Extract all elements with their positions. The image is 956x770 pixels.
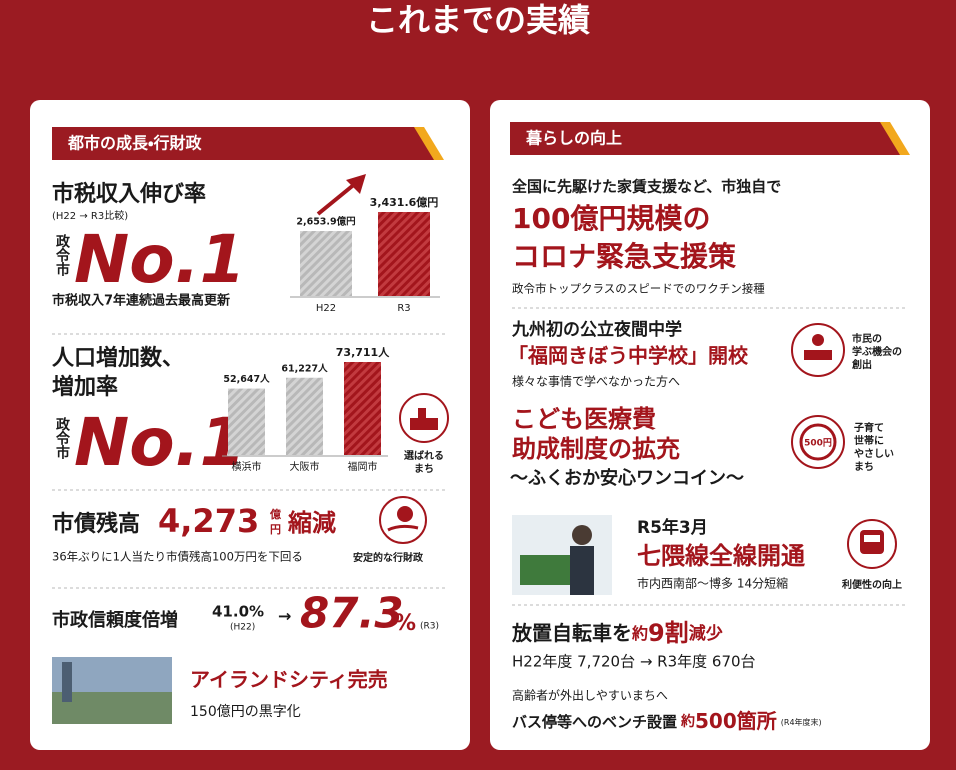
icon-hand — [387, 524, 419, 532]
value-label: 73,711人 — [336, 346, 390, 359]
bench-text: バス停等へのベンチ設置 — [512, 713, 677, 731]
badge-text: まち — [414, 463, 434, 475]
badge-text: 創出 — [851, 358, 872, 371]
lead: 高齢者が外出しやすいまちへ — [512, 688, 668, 703]
date: R5年3月 — [637, 517, 708, 538]
section-heading: 暮らしの向上 — [525, 129, 622, 148]
approx: 約 — [680, 713, 695, 730]
item-note: 市税収入7年連続過去最高更新 — [52, 293, 230, 309]
page-title: これまでの実績 — [366, 1, 590, 39]
headline: 「福岡きぼう中学校」開校 — [508, 344, 749, 368]
detail: H22年度 7,720台 → R3年度 670台 — [512, 653, 756, 671]
badge-text: 市民の — [852, 332, 882, 345]
headline: 100億円規模の — [512, 202, 710, 235]
badge-text: 選ばれる — [404, 449, 444, 462]
photo-person — [572, 525, 592, 545]
rank: No.1 — [74, 404, 246, 481]
lead: 全国に先駆けた家賃支援など、市独自で — [512, 178, 781, 196]
item-label: 市政信頼度倍増 — [52, 609, 178, 631]
category-label: 福岡市 — [348, 460, 378, 473]
change: 減少 — [689, 623, 723, 644]
note: 政令市トップクラスのスピードでのワクチン接種 — [512, 282, 765, 296]
category-label: 横浜市 — [232, 460, 262, 473]
note: (R4年度末) — [781, 717, 822, 727]
growth-arrow — [316, 181, 358, 216]
value-label: 61,227人 — [281, 363, 328, 374]
icon-book — [804, 350, 832, 360]
item-title: 人口増加数、 — [51, 345, 184, 371]
bar — [300, 231, 352, 296]
icon-coin — [397, 506, 413, 522]
badge-text: 子育て — [854, 421, 884, 434]
badge-text: 世帯に — [854, 434, 884, 447]
banner — [52, 127, 434, 160]
bar — [228, 388, 265, 455]
amount-unit: 円 — [270, 523, 281, 536]
badge-text: 利便性の向上 — [842, 578, 902, 591]
item-note: 36年ぶりに1人当たり市債残高100万円を下回る — [52, 550, 303, 564]
headline: バス停等へのベンチ設置 約500箇所 (R4年度末) — [512, 709, 822, 733]
note: 様々な事情で学べなかった方へ — [512, 374, 680, 389]
lead: 放置自転車を — [511, 621, 632, 645]
icon-person — [812, 334, 824, 346]
icon-city — [418, 408, 426, 420]
before-year: (H22) — [230, 623, 255, 633]
tax-chart: 2,653.9億円 H22 3,431.6億円 R3 — [296, 195, 438, 314]
bar — [286, 377, 323, 455]
headline: コロナ緊急支援策 — [512, 240, 736, 273]
headline: 放置自転車を約9割減少 — [511, 619, 723, 647]
after-unit: % — [394, 611, 416, 636]
headline: こども医療費 — [512, 405, 656, 433]
rank-prefix: 政令市 — [54, 233, 71, 277]
item-title: 市税収入伸び率 — [52, 181, 206, 207]
approx: 約 — [631, 624, 648, 643]
value-label: 2,653.9億円 — [296, 216, 355, 228]
category-label: R3 — [397, 303, 410, 314]
amount: 500箇所 — [695, 709, 777, 733]
item-label: 市債残高 — [52, 511, 140, 537]
category-label: H22 — [316, 303, 336, 314]
category-label: 大阪市 — [290, 460, 320, 473]
value-label: 52,647人 — [223, 374, 270, 385]
growth-arrow-head — [346, 174, 366, 194]
arrow: → — [278, 607, 291, 626]
section-heading: 都市の成長・行財政 — [67, 134, 202, 153]
before-value: 41.0% — [212, 603, 264, 621]
icon-train-window — [864, 535, 880, 542]
subline: ～ふくおか安心ワンコイン～ — [510, 467, 744, 489]
change: 縮減 — [288, 509, 336, 537]
amount: 9割 — [648, 619, 689, 647]
rank-prefix: 政令市 — [54, 416, 71, 460]
amount: 4,273 — [158, 502, 259, 540]
badge-text: まち — [854, 461, 874, 473]
note: 市内西南部～博多 14分短縮 — [637, 576, 788, 591]
item-title: アイランドシティ完売 — [190, 668, 388, 692]
headline: 助成制度の拡充 — [512, 435, 680, 463]
badge-text: 安定的な行財政 — [353, 551, 424, 564]
icon-coin — [799, 423, 837, 461]
photo-tower — [62, 662, 72, 702]
rank: No.1 — [74, 221, 246, 298]
value-label: 3,431.6億円 — [370, 195, 439, 209]
banner — [510, 122, 900, 155]
lead: 九州初の公立夜間中学 — [511, 319, 682, 340]
badge-text: やさしい — [854, 448, 894, 460]
item-title: 増加率 — [52, 374, 118, 400]
icon-city — [410, 418, 438, 430]
badge-text: 学ぶ機会の — [852, 345, 902, 358]
bar — [378, 212, 430, 296]
photo-person — [570, 546, 594, 595]
amount-unit: 億 — [269, 507, 281, 521]
item-period: (H22 → R3比較) — [52, 210, 128, 222]
coin-text: 500円 — [804, 438, 832, 449]
after-year: (R3) — [420, 622, 439, 632]
headline: 七隈線全線開通 — [637, 542, 806, 570]
item-note: 150億円の黒字化 — [190, 704, 301, 720]
after-value: 87.3 — [300, 589, 404, 638]
bar — [344, 362, 381, 455]
